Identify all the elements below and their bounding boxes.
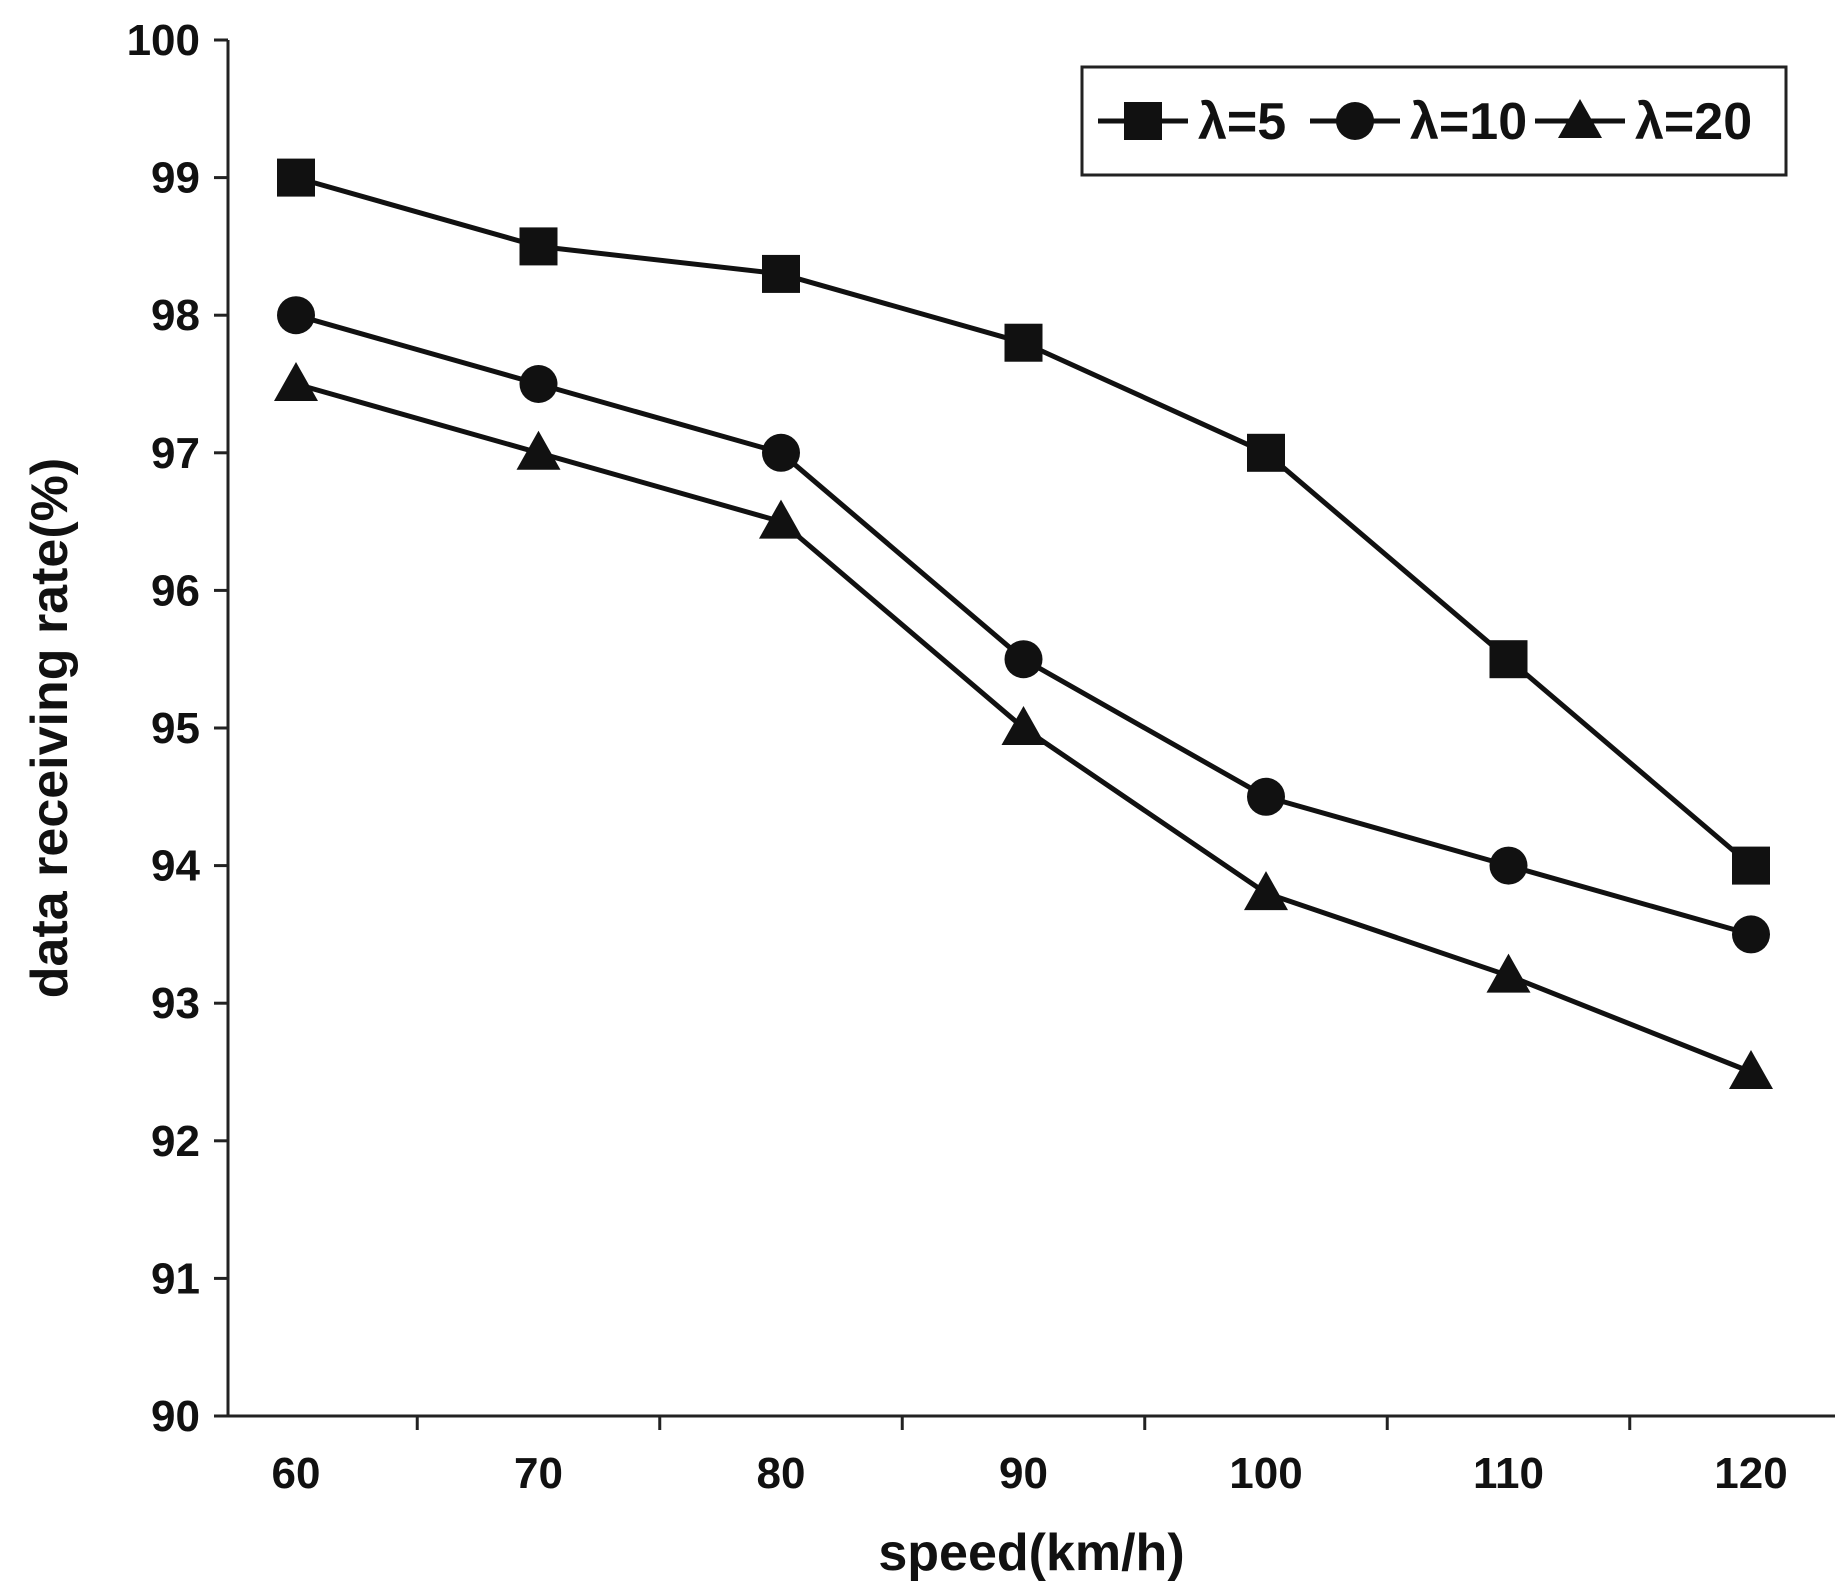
y-tick-label: 96: [151, 566, 200, 615]
x-tick-label: 70: [514, 1449, 563, 1498]
x-tick-label: 110: [1473, 1449, 1544, 1498]
data-point-circle: [277, 296, 315, 335]
data-point-circle: [1489, 846, 1528, 885]
data-point-square: [1004, 323, 1043, 362]
data-point-circle: [1247, 777, 1285, 816]
data-point-triangle: [1729, 1050, 1773, 1089]
y-tick-label: 91: [151, 1254, 200, 1303]
series-2: [277, 296, 1770, 954]
y-tick-label: 93: [151, 979, 200, 1028]
series-3: [274, 362, 1773, 1089]
data-point-triangle: [1244, 871, 1288, 911]
data-point-square: [277, 158, 315, 197]
data-point-square: [519, 227, 558, 266]
data-point-circle: [762, 433, 800, 472]
legend-box: [1080, 65, 1788, 177]
x-tick-label: 60: [272, 1449, 321, 1498]
legend-label: λ=5: [1198, 93, 1286, 151]
y-tick-label: 97: [151, 429, 200, 478]
x-tick-label: 90: [999, 1449, 1048, 1498]
x-tick-label: 80: [757, 1449, 806, 1498]
x-axis-title: speed(km/h): [878, 1524, 1184, 1582]
data-point-square: [1247, 433, 1285, 472]
legend-label: λ=10: [1410, 93, 1527, 151]
y-tick-label: 95: [151, 704, 200, 753]
legend-marker-circle: [1336, 102, 1374, 140]
data-point-triangle: [1001, 706, 1046, 745]
data-point-square: [762, 254, 800, 293]
y-tick-label: 98: [151, 291, 200, 340]
data-point-square: [1489, 640, 1528, 679]
data-point-triangle: [759, 499, 803, 539]
legend-label: λ=20: [1635, 93, 1752, 151]
legend-marker-triangle: [1558, 99, 1602, 138]
data-point-circle: [1732, 915, 1770, 954]
y-tick-label: 99: [151, 154, 200, 203]
data-point-square: [1732, 846, 1770, 885]
x-tick-label: 120: [1714, 1449, 1787, 1498]
y-tick-label: 90: [151, 1392, 200, 1441]
y-tick-label: 100: [127, 16, 200, 65]
x-tick-label: 100: [1229, 1449, 1302, 1498]
data-point-triangle: [274, 362, 318, 401]
legend-marker-square: [1124, 102, 1162, 140]
data-point-circle: [519, 365, 558, 403]
data-point-circle: [1004, 640, 1043, 679]
data-point-triangle: [1486, 953, 1531, 993]
y-axis-title: data receiving rate(%): [21, 458, 79, 998]
y-tick-label: 94: [151, 842, 200, 891]
y-tick-label: 92: [151, 1117, 200, 1166]
data-point-triangle: [516, 430, 561, 470]
series-1: [277, 158, 1770, 885]
